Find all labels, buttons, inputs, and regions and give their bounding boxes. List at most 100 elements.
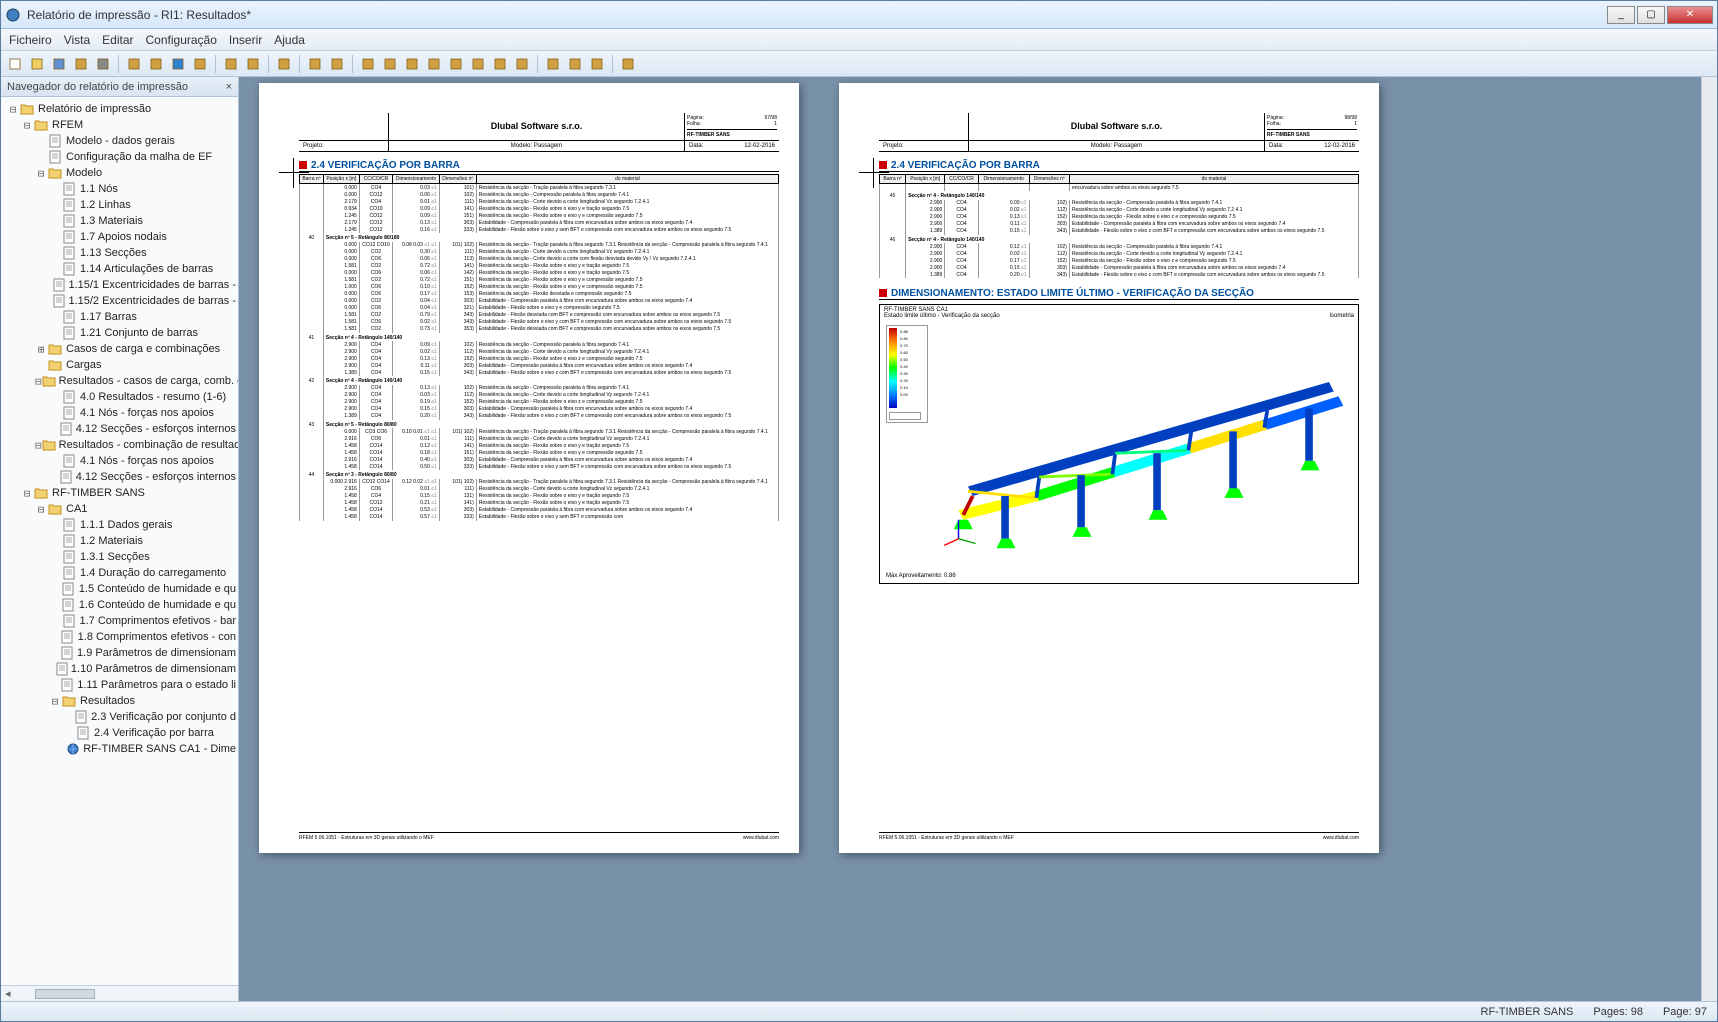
rewind-button[interactable] [221, 54, 241, 74]
paste-button[interactable] [424, 54, 444, 74]
sidebar: Navegador do relatório de impressão × ⊟R… [1, 77, 239, 1001]
tree-item[interactable]: ⊟RF-TIMBER SANS [3, 485, 236, 501]
tree-item[interactable]: 4.12 Secções - esforços internos [3, 469, 236, 485]
play-button[interactable] [168, 54, 188, 74]
tree-item[interactable]: Cargas [3, 357, 236, 373]
tree-item[interactable]: ⊟Modelo [3, 165, 236, 181]
zoom-out-button[interactable] [327, 54, 347, 74]
tree-item[interactable]: ⊟Resultados [3, 693, 236, 709]
structure-svg [930, 325, 1348, 553]
close-button[interactable]: ✕ [1667, 6, 1713, 24]
doc1-button[interactable] [446, 54, 466, 74]
content-vscroll[interactable] [1701, 77, 1717, 1001]
tree-item[interactable]: 4.1 Nós - forças nos apoios [3, 453, 236, 469]
page-icon [60, 678, 74, 692]
tree-item[interactable]: 1.9 Parâmetros de dimensionam [3, 645, 236, 661]
tree-item[interactable]: 1.2 Materiais [3, 533, 236, 549]
print-button[interactable] [93, 54, 113, 74]
folder-icon [61, 694, 77, 708]
scroll-thumb[interactable] [35, 989, 95, 999]
menu-ajuda[interactable]: Ajuda [274, 33, 305, 47]
tree-item[interactable]: 2.3 Verificação por conjunto d [3, 709, 236, 725]
tree-item[interactable]: ⊟Relatório de impressão [3, 101, 236, 117]
copy-button[interactable] [402, 54, 422, 74]
cursor-button[interactable] [358, 54, 378, 74]
sidebar-close-icon[interactable]: × [226, 81, 232, 93]
verification-table-left: Barra nºPosição x [m]CC/CO/CRDimensionam… [299, 174, 779, 521]
tree-item[interactable]: 1.8 Comprimentos efetivos - con [3, 629, 236, 645]
save-as-button[interactable] [71, 54, 91, 74]
tree-item[interactable]: 4.12 Secções - esforços internos [3, 421, 236, 437]
link2-button[interactable] [565, 54, 585, 74]
menu-configuração[interactable]: Configuração [146, 33, 217, 47]
tree-item[interactable]: 1.1 Nós [3, 181, 236, 197]
tree-item[interactable]: 1.7 Comprimentos efetivos - bar [3, 613, 236, 629]
tree-item[interactable]: 1.7 Apoios nodais [3, 229, 236, 245]
doc3-button[interactable] [490, 54, 510, 74]
page-icon [53, 278, 65, 292]
tree-item[interactable]: 1.3 Materiais [3, 213, 236, 229]
tree-item[interactable]: ⊟CA1 [3, 501, 236, 517]
page-icon [61, 326, 77, 340]
tree-item[interactable]: Modelo - dados gerais [3, 133, 236, 149]
doc2-button[interactable] [468, 54, 488, 74]
new-button[interactable] [5, 54, 25, 74]
titlebar: Relatório de impressão - RI1: Resultados… [1, 1, 1717, 29]
tree-item[interactable]: ⊟Resultados - casos de carga, comb. d [3, 373, 236, 389]
zoom-in-button[interactable] [305, 54, 325, 74]
status-pages: Pages: 98 [1593, 1006, 1643, 1018]
select-button[interactable] [380, 54, 400, 74]
tree-item[interactable]: ⊞Casos de carga e combinações [3, 341, 236, 357]
tree-item[interactable]: 1.10 Parâmetros de dimensionam [3, 661, 236, 677]
page-icon [61, 454, 77, 468]
tree-item[interactable]: Configuração da malha de EF [3, 149, 236, 165]
maximize-button[interactable]: ▢ [1637, 6, 1665, 24]
menu-ficheiro[interactable]: Ficheiro [9, 33, 52, 47]
tree-label: 4.1 Nós - forças nos apoios [80, 455, 214, 467]
next-button[interactable] [190, 54, 210, 74]
tree-item[interactable]: 1.14 Articulações de barras [3, 261, 236, 277]
tree-item[interactable]: 1.21 Conjunto de barras [3, 325, 236, 341]
tree-item[interactable]: 1.6 Conteúdo de humidade e qu [3, 597, 236, 613]
tree-item[interactable]: RF-TIMBER SANS CA1 - Dime [3, 741, 236, 757]
save-button[interactable] [49, 54, 69, 74]
toolbar [1, 51, 1717, 77]
tree-item[interactable]: 4.0 Resultados - resumo (1-6) [3, 389, 236, 405]
tree-label: Resultados [80, 695, 135, 707]
tree-item[interactable]: 1.4 Duração do carregamento [3, 565, 236, 581]
link3-button[interactable] [587, 54, 607, 74]
tree-label: 1.1.1 Dados gerais [80, 519, 172, 531]
help-button[interactable] [618, 54, 638, 74]
tree-item[interactable]: 1.3.1 Secções [3, 549, 236, 565]
prev-button[interactable] [146, 54, 166, 74]
print2-button[interactable] [274, 54, 294, 74]
tree-item[interactable]: 1.11 Parâmetros para o estado li [3, 677, 236, 693]
folder-icon [47, 358, 63, 372]
minimize-button[interactable]: _ [1607, 6, 1635, 24]
sidebar-hscroll[interactable]: ◂ [1, 985, 238, 1001]
tree-item[interactable]: ⊟RFEM [3, 117, 236, 133]
first-button[interactable] [124, 54, 144, 74]
tree-item[interactable]: 1.1.1 Dados gerais [3, 517, 236, 533]
tree-item[interactable]: 1.5 Conteúdo de humidade e qu [3, 581, 236, 597]
earth-icon [66, 742, 80, 756]
tree-item[interactable]: ⊟Resultados - combinação de resultad [3, 437, 236, 453]
tree-item[interactable]: 4.1 Nós - forças nos apoios [3, 405, 236, 421]
tree-item[interactable]: 1.17 Barras [3, 309, 236, 325]
verification-table-right: Barra nºPosição x [m]CC/CO/CRDimensionam… [879, 174, 1359, 278]
link1-button[interactable] [543, 54, 563, 74]
menu-inserir[interactable]: Inserir [229, 33, 262, 47]
tree-item[interactable]: 2.4 Verificação por barra [3, 725, 236, 741]
tree-item[interactable]: 1.15/1 Excentricidades de barras - [3, 277, 236, 293]
navigation-tree[interactable]: ⊟Relatório de impressão⊟RFEMModelo - dad… [1, 97, 238, 985]
tree-item[interactable]: 1.15/2 Excentricidades de barras - [3, 293, 236, 309]
tree-label: 1.5 Conteúdo de humidade e qu [79, 583, 236, 595]
ff-button[interactable] [243, 54, 263, 74]
tree-item[interactable]: 1.2 Linhas [3, 197, 236, 213]
doc4-button[interactable] [512, 54, 532, 74]
menu-editar[interactable]: Editar [102, 33, 133, 47]
tree-item[interactable]: 1.13 Secções [3, 245, 236, 261]
preview-area[interactable]: Dlubal Software s.r.o. Página:97/98 Folh… [239, 77, 1701, 1001]
menu-vista[interactable]: Vista [64, 33, 90, 47]
open-button[interactable] [27, 54, 47, 74]
